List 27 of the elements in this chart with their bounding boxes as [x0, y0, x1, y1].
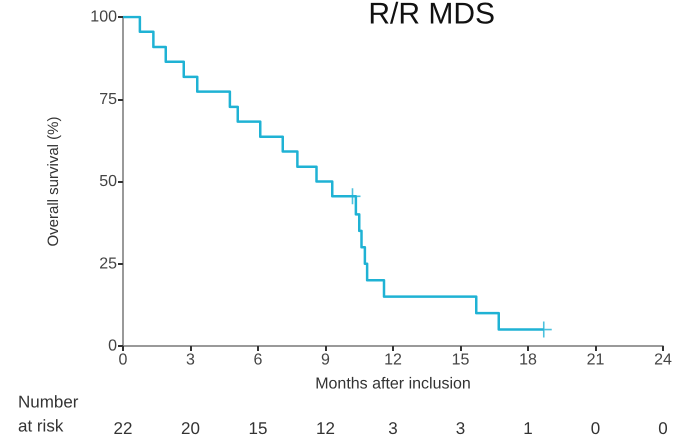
y-axis-title: Overall survival (%)	[45, 116, 62, 247]
x-axis-title: Months after inclusion	[315, 376, 471, 392]
text: 20	[181, 419, 200, 438]
chart-title: R/R MDS	[368, 0, 496, 30]
text: 12	[316, 419, 335, 438]
x-tick-label: 21	[586, 352, 604, 368]
x-tick-label: 6	[254, 352, 263, 368]
y-tick-label: 25	[99, 255, 118, 272]
y-tick-label: 100	[90, 8, 118, 26]
text: 22	[114, 419, 132, 438]
text: 3	[388, 419, 398, 438]
text: 0	[658, 419, 668, 438]
text: 0	[590, 419, 600, 438]
x-tick-label: 15	[452, 352, 470, 368]
x-tick-label: 18	[519, 352, 537, 368]
y-tick-label: 50	[99, 173, 118, 190]
x-tick-label: 9	[321, 352, 330, 368]
text: Number at risk	[18, 392, 79, 436]
y-tick-label: 75	[99, 90, 118, 108]
text: 1	[523, 419, 533, 438]
x-tick-label: 12	[384, 352, 402, 368]
text: 15	[248, 419, 268, 438]
x-tick-label: 0	[118, 352, 128, 368]
text: 3	[456, 419, 466, 438]
x-tick-label: 3	[186, 352, 196, 368]
x-tick-label: 24	[654, 352, 672, 368]
y-tick-label: 0	[108, 338, 118, 354]
